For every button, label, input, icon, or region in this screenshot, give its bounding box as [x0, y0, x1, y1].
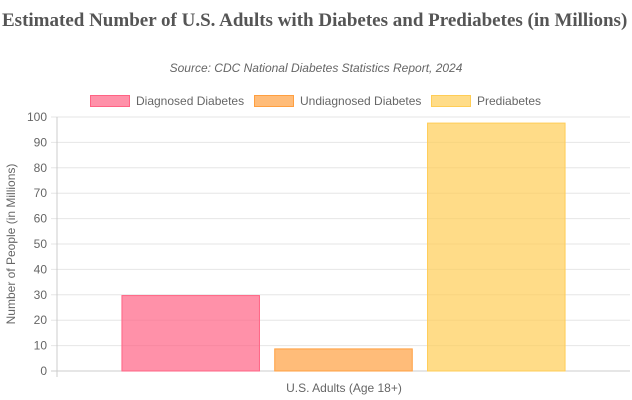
- bars: [121, 122, 566, 372]
- legend-swatch-undiagnosed: [254, 95, 294, 107]
- y-tick-label: 20: [34, 313, 48, 327]
- bar-prediabetes[interactable]: [427, 122, 566, 372]
- y-tick-label: 100: [27, 110, 47, 124]
- y-tick-label: 60: [34, 212, 48, 226]
- bar-undiagnosed-diabetes[interactable]: [274, 348, 413, 372]
- chart-title: Estimated Number of U.S. Adults with Dia…: [2, 10, 628, 31]
- legend-label-undiagnosed: Undiagnosed Diabetes: [300, 94, 422, 108]
- legend-swatch-prediabetes: [431, 95, 471, 107]
- bar-diagnosed-diabetes[interactable]: [121, 295, 260, 372]
- legend-swatch-diagnosed: [90, 95, 130, 107]
- y-axis-label: Number of People (in Millions): [4, 164, 18, 325]
- y-tick-label: 10: [34, 339, 48, 353]
- y-tick-label: 70: [34, 186, 48, 200]
- y-axis-ticks: 0 10 20 30 40 50 60 70 80 90 100: [27, 110, 47, 378]
- y-tick-label: 80: [34, 161, 48, 175]
- y-tick-label: 90: [34, 135, 48, 149]
- y-tick-label: 30: [34, 288, 48, 302]
- x-axis-category-label: U.S. Adults (Age 18+): [286, 381, 402, 395]
- legend-label-prediabetes: Prediabetes: [477, 94, 542, 108]
- y-tick-label: 0: [40, 364, 47, 378]
- y-tick-label: 50: [34, 237, 48, 251]
- chart-subtitle: Source: CDC National Diabetes Statistics…: [169, 61, 463, 75]
- legend: Diagnosed Diabetes Undiagnosed Diabetes …: [0, 93, 632, 109]
- legend-label-diagnosed: Diagnosed Diabetes: [136, 94, 245, 108]
- y-tick-label: 40: [34, 262, 48, 276]
